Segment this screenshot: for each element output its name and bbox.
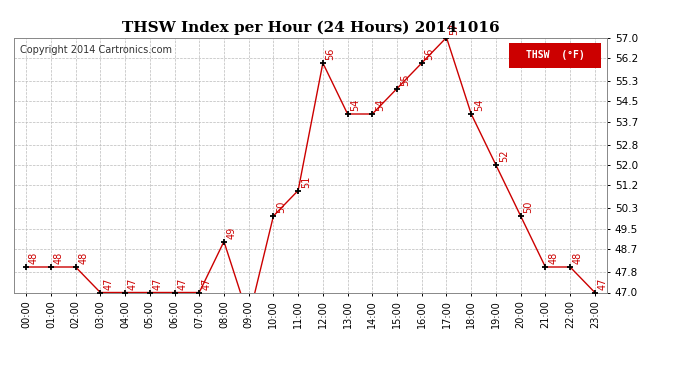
Text: 47: 47: [152, 278, 163, 290]
Text: 54: 54: [375, 99, 385, 111]
Text: 55: 55: [400, 73, 410, 86]
Text: 52: 52: [499, 150, 509, 162]
Text: 50: 50: [276, 201, 286, 213]
Text: 57: 57: [449, 22, 460, 35]
Text: 49: 49: [227, 226, 237, 239]
Text: 51: 51: [301, 176, 311, 188]
Text: 47: 47: [177, 278, 187, 290]
Text: 48: 48: [548, 252, 558, 264]
Text: 56: 56: [326, 48, 335, 60]
Text: 47: 47: [103, 278, 113, 290]
Text: 47: 47: [128, 278, 138, 290]
Text: 48: 48: [54, 252, 63, 264]
Text: 48: 48: [573, 252, 583, 264]
Text: 46: 46: [0, 374, 1, 375]
Text: 56: 56: [424, 48, 435, 60]
Text: 54: 54: [474, 99, 484, 111]
Text: Copyright 2014 Cartronics.com: Copyright 2014 Cartronics.com: [20, 45, 172, 55]
Text: 48: 48: [79, 252, 88, 264]
Text: 48: 48: [29, 252, 39, 264]
Title: THSW Index per Hour (24 Hours) 20141016: THSW Index per Hour (24 Hours) 20141016: [121, 21, 500, 35]
Text: 47: 47: [598, 278, 608, 290]
Text: 47: 47: [202, 278, 212, 290]
Text: 50: 50: [524, 201, 533, 213]
Text: 54: 54: [351, 99, 360, 111]
